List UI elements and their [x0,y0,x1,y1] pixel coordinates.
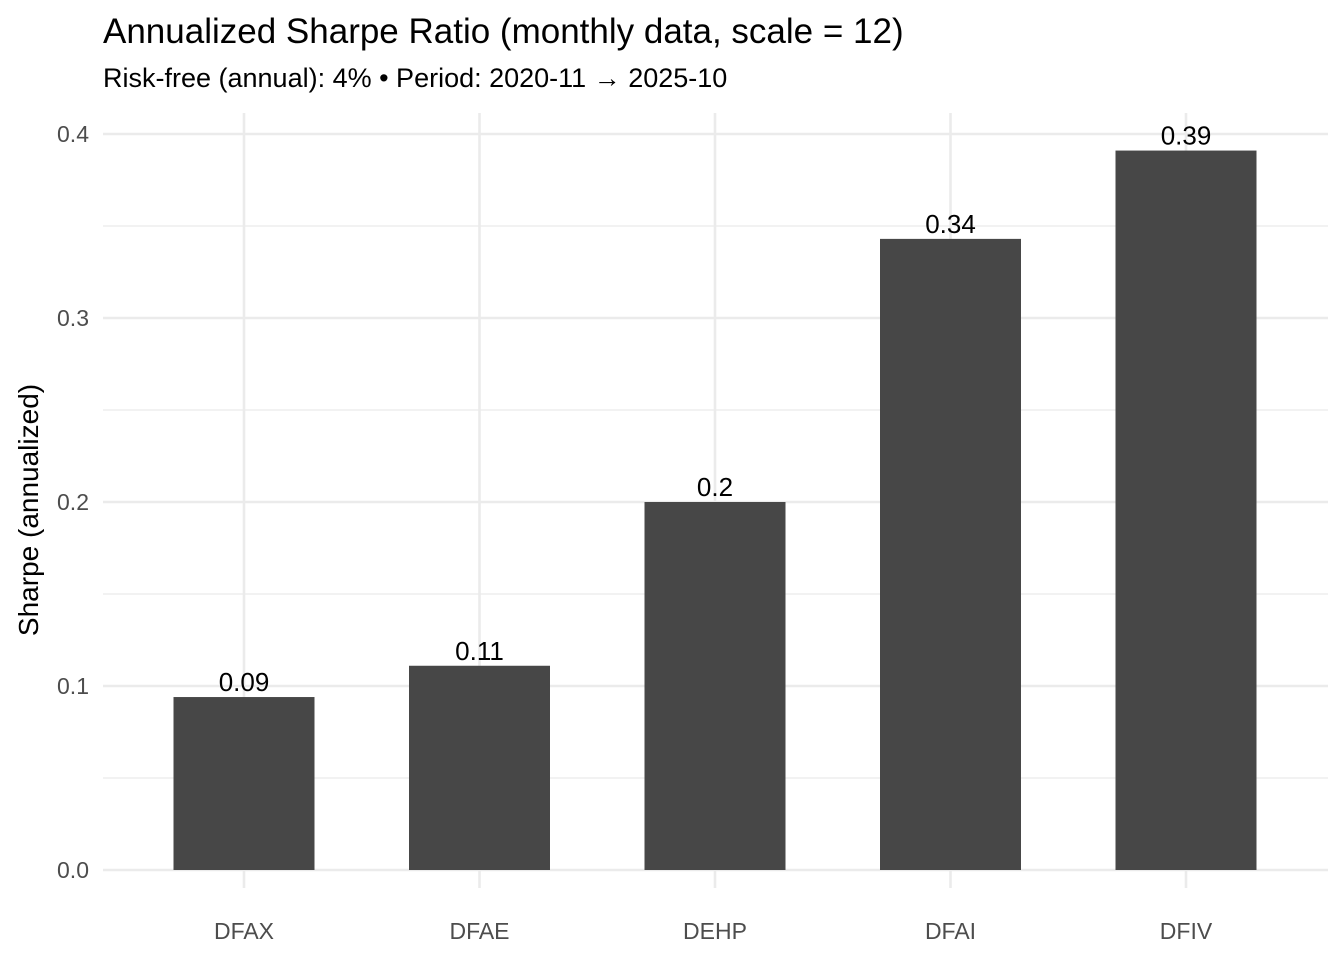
data-label: 0.11 [455,636,504,666]
y-tick-label: 0.4 [57,121,89,147]
y-tick-label: 0.3 [57,305,89,331]
x-tick-label: DFAE [449,918,509,944]
x-axis-ticks: DFAX DFAE DEHP DFAI DFIV [214,918,1213,944]
bar-dfae [409,665,550,870]
data-label: 0.39 [1161,121,1212,151]
data-label: 0.2 [697,472,733,502]
data-label: 0.09 [219,667,270,697]
x-tick-label: DFAX [214,918,274,944]
bar-dfai [880,238,1021,870]
x-tick-label: DFIV [1160,918,1213,944]
bar-dfiv [1115,150,1257,870]
data-label: 0.34 [925,209,976,239]
bars [173,150,1257,870]
bar-dfax [173,697,315,870]
chart-subtitle: Risk-free (annual): 4% • Period: 2020-11… [103,63,728,93]
bar-dehp [644,502,786,870]
x-tick-label: DFAI [925,918,976,944]
y-tick-label: 0.1 [57,673,89,699]
chart-title: Annualized Sharpe Ratio (monthly data, s… [103,12,904,51]
x-tick-label: DEHP [683,918,747,944]
y-tick-label: 0.2 [57,489,89,515]
y-tick-label: 0.0 [57,857,89,883]
data-labels: 0.09 0.11 0.2 0.34 0.39 [219,121,1212,697]
y-axis-title: Sharpe (annualized) [13,384,44,636]
y-axis-ticks: 0.0 0.1 0.2 0.3 0.4 [57,121,89,883]
